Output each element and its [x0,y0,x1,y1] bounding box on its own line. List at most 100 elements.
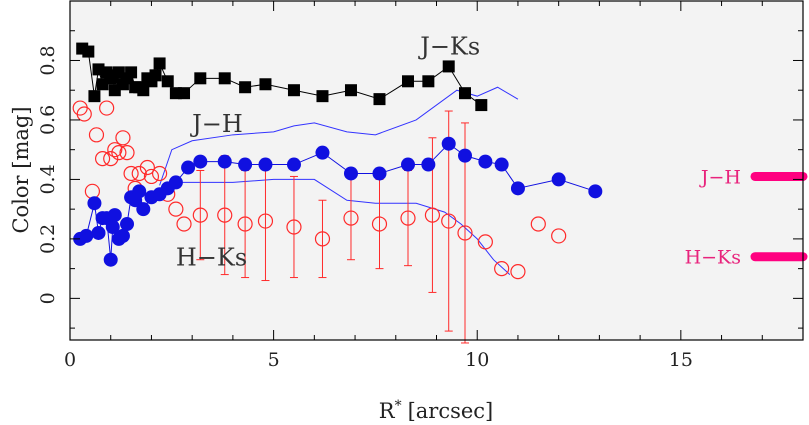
jh-point [143,168,160,185]
hks-point [105,220,120,234]
jh-point [424,207,441,223]
series-annotation: J−H [189,110,243,138]
jks-point [316,90,329,103]
axes: 0 5 10 15 0 0.2 0.4 0.6 0.8 [37,1,804,371]
hks-point [217,154,232,169]
hks-point [510,181,525,196]
hks-point [193,154,208,169]
jh-point [131,165,147,182]
jks-point [218,72,231,85]
hks-point [91,225,106,240]
model-line [159,86,519,186]
jks-point [259,78,272,91]
jh-point [257,213,274,229]
jh-point [94,151,111,167]
jh-point [441,213,457,229]
jh-point [103,151,119,167]
side-marker-label: J−H [699,166,741,188]
jks-point [194,72,207,85]
x-axis-label: R* [arcsec] [379,398,493,423]
hks-point [458,148,473,163]
x-tick-label: 10 [465,349,489,371]
hks-point [315,145,330,160]
jks-point [475,99,488,112]
hks-point [286,157,301,172]
jks-point [125,66,138,79]
hks-point [588,184,603,199]
jh-point [400,210,416,226]
y-tick-label: 0.2 [37,224,59,254]
hks-point [107,208,122,223]
jh-point [551,228,567,244]
hks-point [372,166,387,181]
jh-point [192,207,208,223]
y-axis-label: Color [mag] [9,106,33,233]
jks-point [459,87,472,100]
jks-point [401,75,414,88]
jh-point [217,207,233,223]
y-tick-label: 0.6 [37,105,59,135]
jks-point [88,90,101,103]
jh-point [119,145,135,161]
x-axis-label-sup: * [395,398,402,414]
hks-point [238,157,253,172]
jh-point [371,216,388,232]
series-annotation: J−Ks [417,33,480,61]
hks-point [478,154,493,169]
hks-point [120,217,135,232]
x-tick-label: 0 [64,349,76,371]
jh-point [530,216,546,232]
hks-point [258,157,273,172]
x-tick-label: 15 [669,349,693,371]
jks-point [422,75,435,88]
x-axis-label-unit: [arcsec] [408,399,494,423]
jh-point [123,165,139,182]
jks-point [82,45,95,58]
hks-point [103,252,118,267]
hks-point [421,157,436,172]
jh-point [107,142,123,158]
hks-point [441,136,456,151]
jh-point [111,145,127,161]
jh-point [99,100,115,116]
jks-point [344,84,357,97]
series-annotation: H−Ks [176,244,247,272]
y-tick-label: 0.8 [37,45,59,75]
jh-point [176,216,192,232]
hks-point [181,160,196,175]
jh-point [76,106,92,122]
jh-point [115,130,131,146]
y-tick-label: 0.4 [37,164,59,194]
hks-point [132,184,147,199]
jh-point [494,261,510,277]
side-marker-label: H−Ks [685,247,741,269]
hks-point [494,157,509,172]
hks-point [136,202,151,217]
jh-point [457,225,473,241]
jh-point [314,231,331,247]
jks-point [161,75,174,88]
jh-point [477,234,493,250]
jh-point [151,165,168,182]
jks-point [287,84,300,97]
jh-point [237,216,253,232]
hks-point [115,228,130,243]
hks-point [400,157,415,172]
jh-point [88,127,105,143]
jks-point [153,57,166,70]
labels: Color [mag] R* [arcsec] [9,106,493,423]
y-tick-label: 0 [37,292,59,304]
hks-point [551,172,566,187]
hks-point [343,166,358,181]
jks-point [239,81,252,94]
jh-point [168,201,184,217]
x-axis-label-main: R [379,399,396,423]
jh-point [286,219,302,235]
jks-point [178,87,191,100]
x-tick-label: 5 [268,349,280,371]
jh-point [510,264,526,280]
jks-point [442,60,455,73]
jh-point [139,159,155,176]
hks-point [168,175,183,190]
